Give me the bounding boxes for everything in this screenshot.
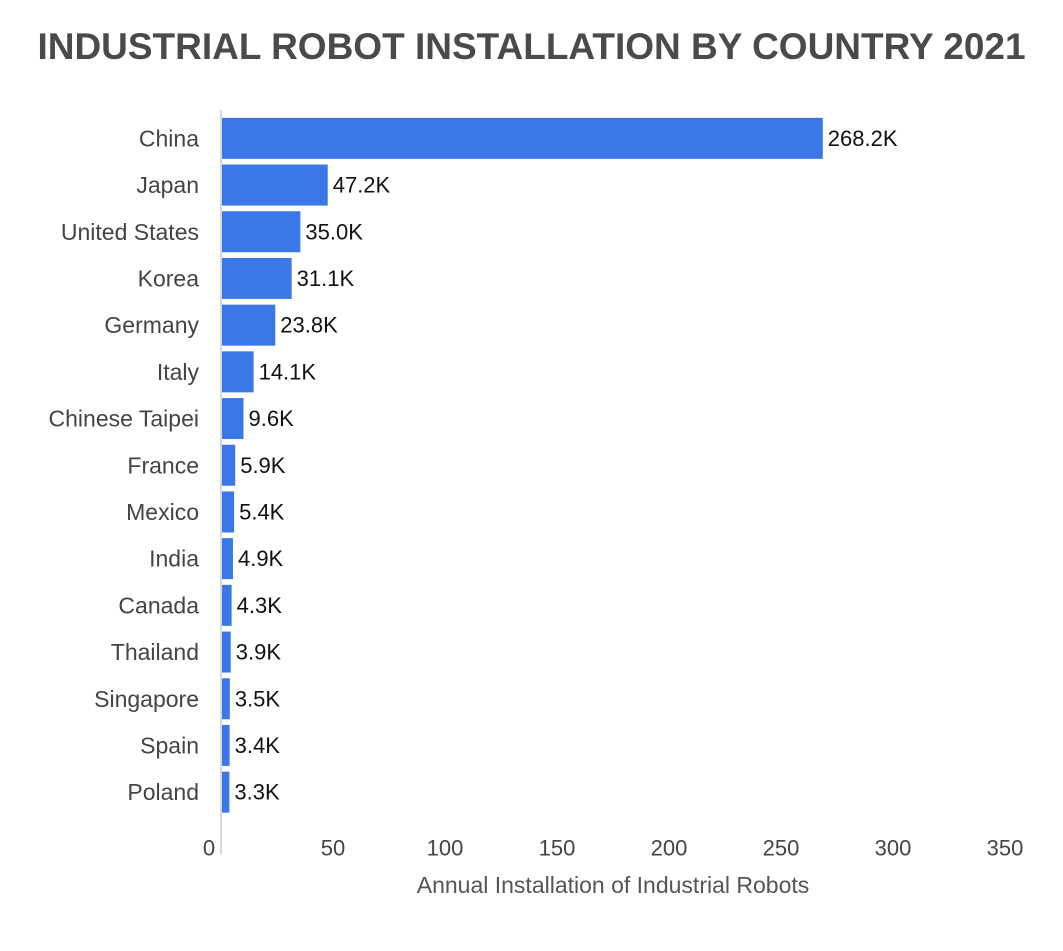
- bar-chinese-taipei: [222, 398, 244, 440]
- bar-singapore: [222, 678, 230, 720]
- bar-china: [222, 117, 823, 159]
- value-label: 3.5K: [235, 686, 281, 711]
- category-label: Spain: [140, 732, 199, 758]
- category-label: Korea: [138, 265, 200, 291]
- x-tick-label: 350: [987, 836, 1024, 861]
- value-label: 3.4K: [235, 733, 281, 758]
- value-label: 23.8K: [280, 313, 338, 338]
- value-label: 268.2K: [828, 126, 898, 151]
- value-label: 31.1K: [297, 266, 355, 291]
- bar-korea: [222, 257, 292, 299]
- x-tick-label: 0: [203, 836, 215, 861]
- bar-germany: [222, 304, 276, 346]
- x-tick-label: 200: [651, 836, 688, 861]
- x-tick-label: 50: [321, 836, 345, 861]
- category-label: France: [127, 452, 199, 478]
- bar-india: [222, 538, 233, 580]
- category-label: China: [139, 125, 199, 151]
- x-tick-label: 300: [875, 836, 912, 861]
- category-label: Thailand: [111, 639, 199, 665]
- bar-italy: [222, 351, 254, 393]
- bars-group: [222, 117, 823, 813]
- value-label: 4.3K: [237, 593, 283, 618]
- bar-united-states: [222, 211, 301, 253]
- category-label: Canada: [118, 592, 199, 618]
- category-label: Chinese Taipei: [49, 406, 199, 432]
- chart-title: INDUSTRIAL ROBOT INSTALLATION BY COUNTRY…: [37, 26, 1026, 67]
- x-tick-label: 100: [427, 836, 464, 861]
- value-label: 5.9K: [240, 453, 286, 478]
- category-labels: China Japan United States Korea Germany Italy…: [49, 125, 200, 805]
- category-label: Germany: [104, 312, 199, 338]
- value-label: 35.0K: [305, 219, 363, 244]
- value-label: 47.2K: [333, 173, 391, 198]
- category-label: Mexico: [126, 499, 199, 525]
- category-label: Japan: [136, 172, 199, 198]
- bar-spain: [222, 724, 230, 766]
- bar-japan: [222, 164, 328, 206]
- category-label: United States: [61, 219, 199, 245]
- value-label: 4.9K: [238, 546, 284, 571]
- x-tick-label: 250: [763, 836, 800, 861]
- value-label: 14.1K: [259, 359, 317, 384]
- x-tick-labels: 0 50 100 150 200 250 300 350: [203, 836, 1023, 861]
- category-label: Poland: [127, 779, 199, 805]
- category-label: Italy: [157, 359, 200, 385]
- x-axis-title: Annual Installation of Industrial Robots: [417, 872, 810, 898]
- category-label: India: [149, 546, 199, 572]
- category-label: Singapore: [94, 686, 199, 712]
- x-tick-label: 150: [539, 836, 576, 861]
- bar-mexico: [222, 491, 235, 533]
- bar-poland: [222, 771, 230, 813]
- bar-france: [222, 444, 236, 486]
- value-label: 3.3K: [234, 780, 280, 805]
- value-label: 9.6K: [249, 406, 295, 431]
- bar-canada: [222, 584, 232, 626]
- value-labels: 268.2K 47.2K 35.0K 31.1K 23.8K 14.1K 9.6K 5.9K 5…: [234, 126, 897, 805]
- value-label: 5.4K: [239, 499, 285, 524]
- bar-thailand: [222, 631, 231, 673]
- value-label: 3.9K: [236, 640, 282, 665]
